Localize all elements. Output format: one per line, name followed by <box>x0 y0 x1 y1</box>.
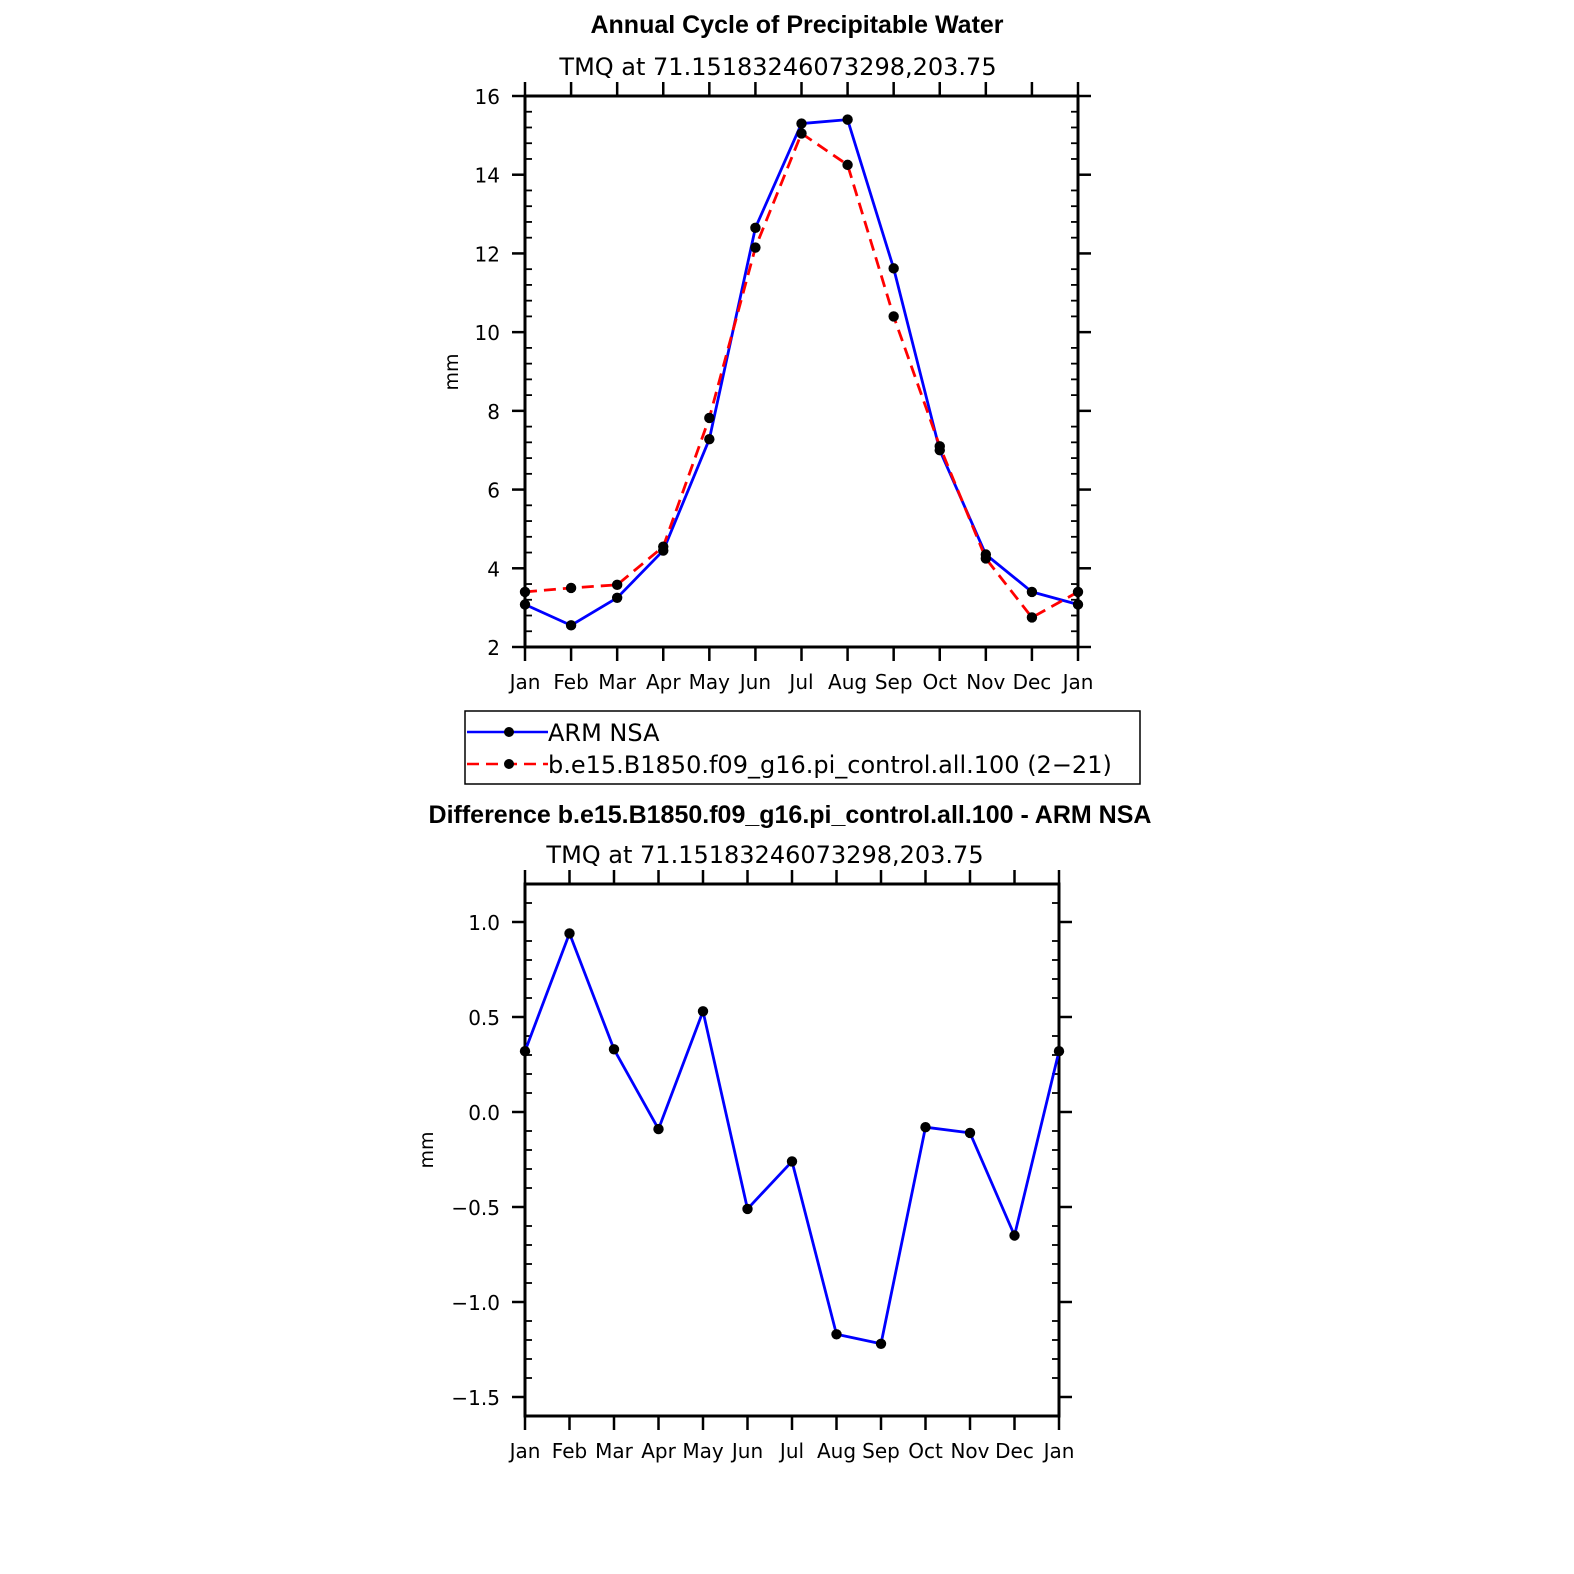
annual-cycle-series-0-point <box>1072 599 1084 610</box>
annual-cycle-ylabel: mm <box>441 353 463 390</box>
difference-series-0-point <box>742 1203 753 1215</box>
difference-xtick-label: Jul <box>778 1439 804 1463</box>
difference-panel: Difference b.e15.B1850.f09_g16.pi_contro… <box>416 801 1151 1463</box>
annual-cycle-panel: Annual Cycle of Precipitable Water TMQ a… <box>441 11 1093 694</box>
annual-cycle-series-0-point <box>842 114 853 125</box>
difference-xtick-label: Aug <box>817 1439 856 1463</box>
annual-cycle-series-1-point <box>842 159 853 171</box>
difference-ytick-label: 1.0 <box>468 911 500 935</box>
difference-xtick-label: Dec <box>995 1439 1034 1463</box>
annual-cycle-xtick-label: Aug <box>828 670 867 694</box>
difference-xtick-label: Feb <box>552 1439 587 1463</box>
annual-cycle-series-0-point <box>704 433 715 445</box>
difference-series-0-point <box>964 1127 976 1139</box>
legend: ARM NSA b.e15.B1850.f09_g16.pi_control.a… <box>464 710 1141 785</box>
annual-cycle-series-1-point <box>796 128 807 139</box>
difference-xtick-label: Jan <box>508 1439 541 1463</box>
legend-model-label: b.e15.B1850.f09_g16.pi_control.all.100 (… <box>548 751 1112 779</box>
difference-xtick-label: Apr <box>641 1439 676 1463</box>
difference-series-0-point <box>1053 1046 1065 1057</box>
difference-xtick-label: Nov <box>950 1439 989 1463</box>
annual-cycle-subtitle: TMQ at 71.15183246073298,203.75 <box>558 53 996 81</box>
difference-ytick-label: 0.5 <box>468 1006 500 1030</box>
annual-cycle-ticks: Jan Feb Mar Apr May Jun Jul Aug Sep Oct Nov Dec Jan 2… <box>475 82 1094 694</box>
legend-box <box>464 710 1141 785</box>
difference-series-0-point <box>697 1006 709 1017</box>
annual-cycle-series-1-point <box>658 541 669 552</box>
difference-ticks: Jan Feb Mar Apr May Jun Jul Aug Sep Oct Nov Dec Jan −… <box>451 870 1074 1463</box>
annual-cycle-series-0-point <box>611 592 623 604</box>
annual-cycle-series-1-point <box>565 582 577 594</box>
difference-xtick-label: Sep <box>862 1439 900 1463</box>
annual-cycle-ytick-label: 2 <box>487 636 500 660</box>
annual-cycle-series-1-point <box>934 441 945 452</box>
annual-cycle-series-0-point <box>565 620 577 631</box>
difference-series-0-point <box>519 1046 531 1057</box>
annual-cycle-series-1-point <box>704 412 715 424</box>
difference-ytick-label: −0.5 <box>451 1196 500 1220</box>
difference-series-0-point <box>608 1044 620 1055</box>
legend-model-marker <box>504 759 514 769</box>
difference-series-0-point <box>875 1338 887 1350</box>
annual-cycle-xtick-label: Apr <box>646 670 681 694</box>
annual-cycle-ytick-label: 12 <box>475 242 500 266</box>
difference-series-0-point <box>920 1122 931 1133</box>
annual-cycle-xtick-label: Jan <box>508 670 541 694</box>
difference-ylabel: mm <box>416 1131 438 1168</box>
difference-xtick-label: Mar <box>595 1439 634 1463</box>
annual-cycle-xtick-label: Oct <box>922 670 957 694</box>
difference-series-line-0 <box>523 932 1061 1346</box>
annual-cycle-series-1-point <box>519 586 531 598</box>
annual-cycle-xtick-label: Jan <box>1061 670 1094 694</box>
annual-cycle-xtick-label: Dec <box>1013 670 1052 694</box>
annual-cycle-series <box>519 114 1084 631</box>
legend-arm-label: ARM NSA <box>548 719 660 747</box>
difference-series-0-point <box>786 1156 798 1167</box>
annual-cycle-ytick-label: 10 <box>475 321 500 345</box>
annual-cycle-series-1-point <box>980 553 992 564</box>
annual-cycle-ytick-label: 14 <box>475 164 500 188</box>
annual-cycle-series-line-0 <box>524 118 1079 627</box>
difference-title: Difference b.e15.B1850.f09_g16.pi_contro… <box>429 801 1152 829</box>
annual-cycle-ytick-label: 8 <box>487 400 500 424</box>
annual-cycle-ytick-label: 6 <box>487 479 500 503</box>
difference-xtick-label: Oct <box>908 1439 943 1463</box>
annual-cycle-series-0-point <box>888 263 899 274</box>
annual-cycle-xtick-label: Feb <box>553 670 588 694</box>
annual-cycle-xtick-label: Jul <box>787 670 813 694</box>
annual-cycle-title: Annual Cycle of Precipitable Water <box>590 11 1003 39</box>
annual-cycle-xtick-label: Nov <box>966 670 1005 694</box>
difference-series <box>519 928 1065 1350</box>
difference-series-0-point <box>831 1329 842 1340</box>
annual-cycle-series-line-1 <box>524 131 1079 619</box>
annual-cycle-series-0-point <box>750 222 761 234</box>
annual-cycle-xtick-label: Mar <box>598 670 637 694</box>
annual-cycle-series-0-point <box>519 599 531 610</box>
annual-cycle-series-1-point <box>750 242 761 253</box>
difference-series-0-point <box>653 1123 664 1135</box>
legend-arm-marker <box>504 727 514 737</box>
difference-subtitle: TMQ at 71.15183246073298,203.75 <box>545 841 983 869</box>
difference-ytick-label: −1.0 <box>451 1291 500 1315</box>
difference-series-0-point <box>1009 1230 1020 1241</box>
annual-cycle-ytick-label: 4 <box>487 557 500 581</box>
annual-cycle-series-1-point <box>888 311 899 322</box>
annual-cycle-plot-frame <box>523 94 1080 649</box>
annual-cycle-xtick-label: Jun <box>738 670 771 694</box>
annual-cycle-series-1-point <box>611 579 623 591</box>
difference-ytick-label: −1.5 <box>451 1386 500 1410</box>
annual-cycle-xtick-label: May <box>689 670 731 694</box>
difference-ytick-label: 0.0 <box>468 1101 500 1125</box>
difference-xtick-label: May <box>682 1439 724 1463</box>
annual-cycle-series-1-point <box>1072 586 1084 598</box>
difference-xtick-label: Jan <box>1042 1439 1075 1463</box>
annual-cycle-series-1-point <box>1026 612 1038 623</box>
annual-cycle-series-0-point <box>1026 586 1038 598</box>
annual-cycle-ytick-label: 16 <box>475 85 500 109</box>
difference-series-0-point <box>564 928 575 939</box>
difference-xtick-label: Jun <box>730 1439 763 1463</box>
annual-cycle-series-0-point <box>796 118 807 129</box>
annual-cycle-xtick-label: Sep <box>875 670 913 694</box>
